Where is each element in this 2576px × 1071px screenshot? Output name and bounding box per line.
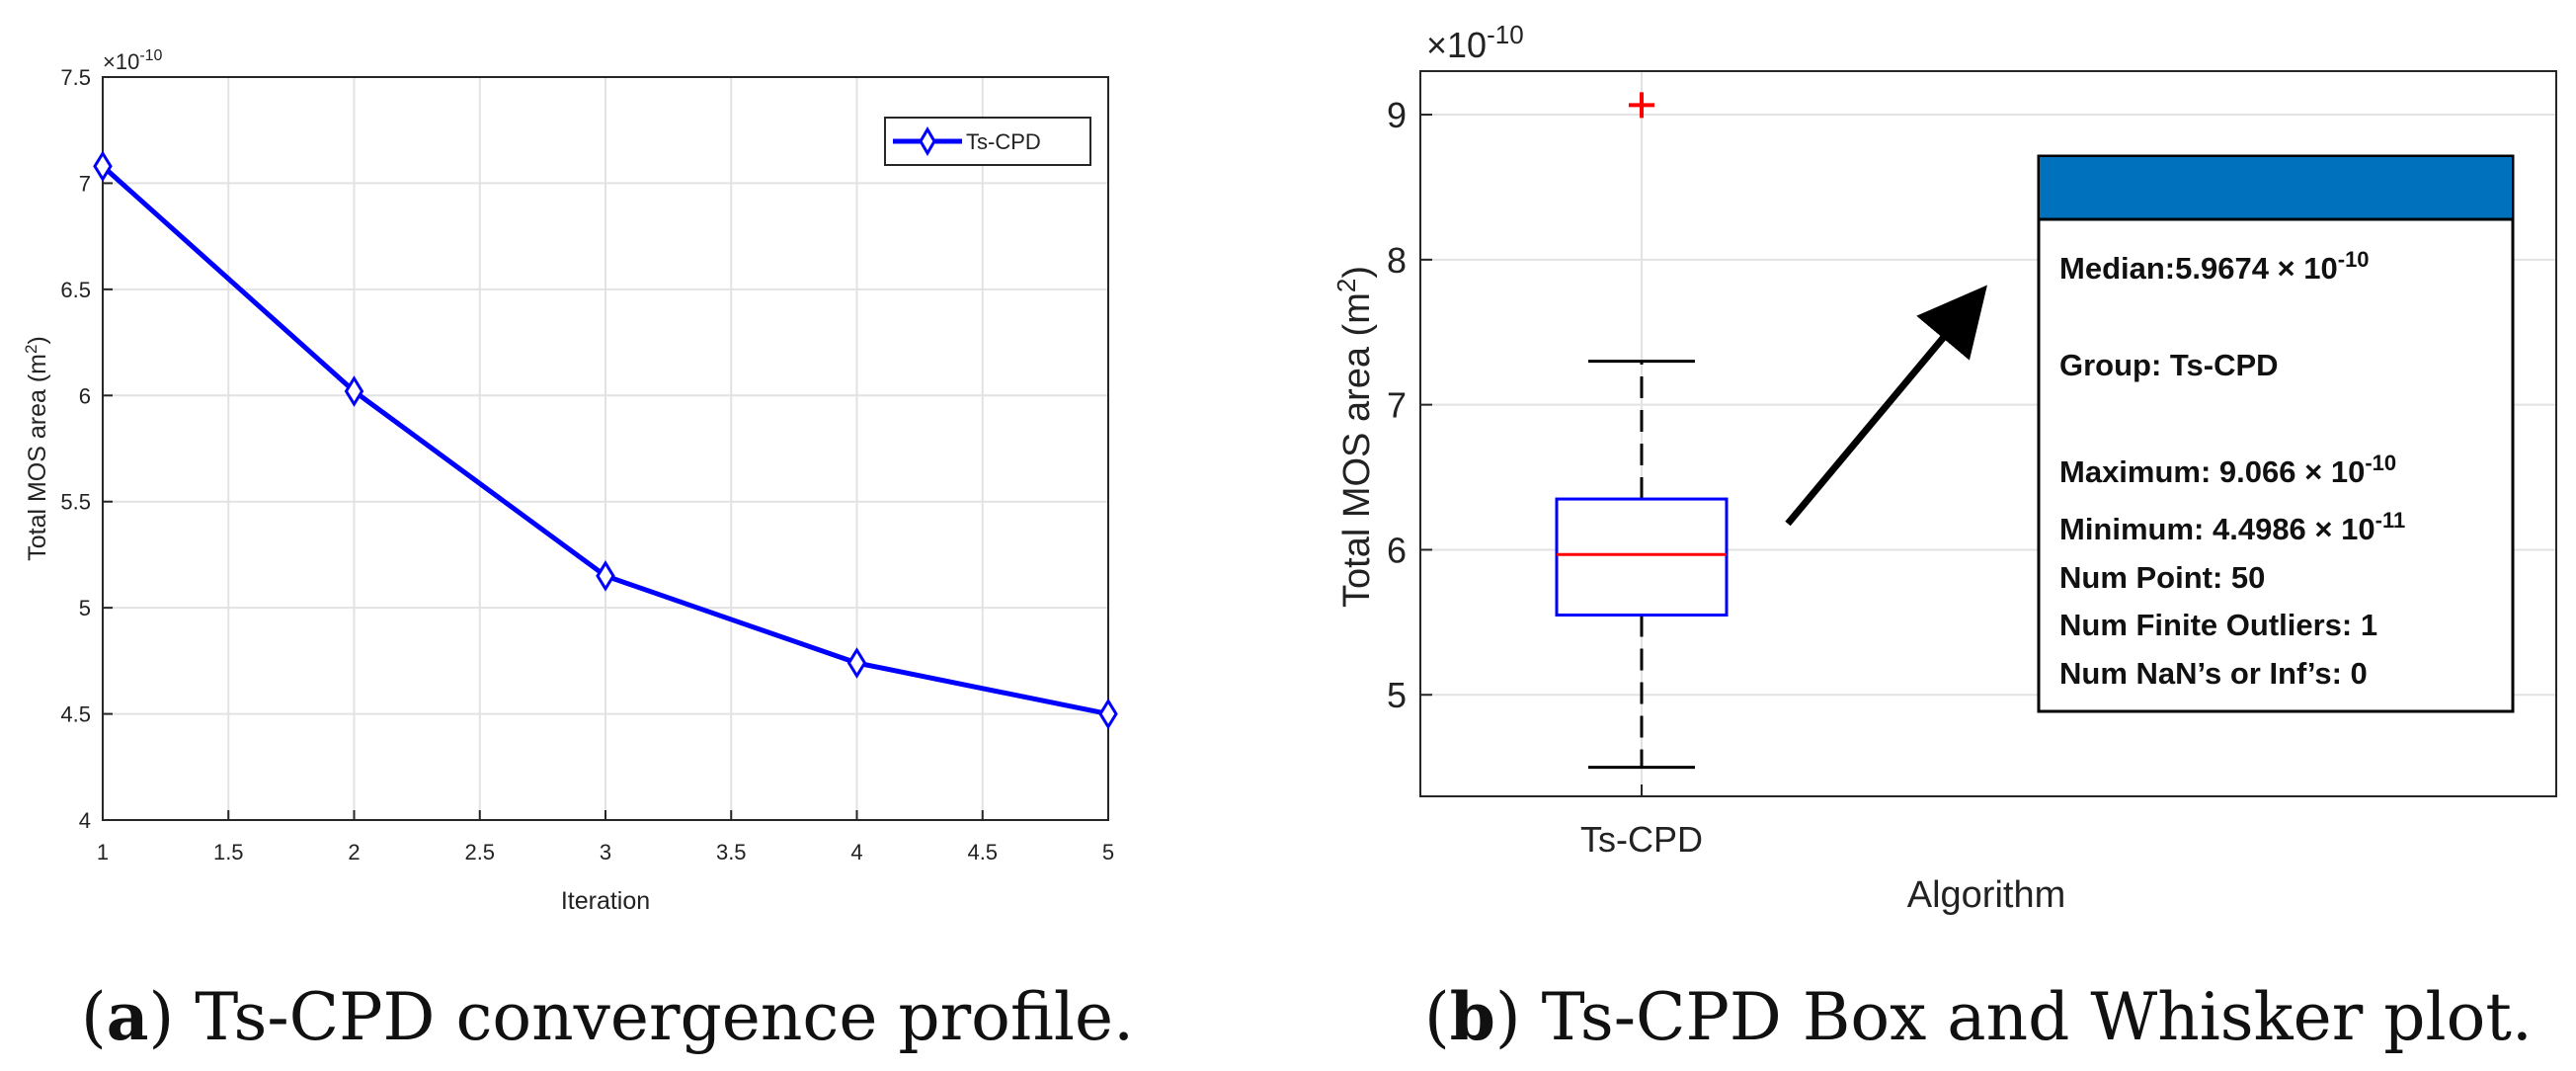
datatip-header (2040, 157, 2512, 218)
y-tick-label: 7 (79, 171, 91, 196)
x-tick-label: 1 (97, 840, 109, 865)
datatip-maximum: Maximum: 9.066 × 10-10 (2059, 451, 2396, 489)
boxplot-ts-cpd[interactable] (1555, 92, 1729, 770)
caption-b: (b) Ts-CPD Box and Whisker plot. (1424, 978, 2533, 1055)
y-tick-label: 6.5 (60, 278, 91, 302)
x-tick-labels-a: 1 1.5 2 2.5 3 3.5 4 4.5 5 (97, 840, 1114, 865)
x-tick-label: 4 (850, 840, 862, 865)
outlier-marker[interactable] (1629, 92, 1654, 119)
x-tick-label: 3.5 (716, 840, 747, 865)
data-point-marker[interactable] (596, 560, 615, 592)
x-axis-label-a: Iteration (561, 887, 650, 915)
axes-frame-a (102, 76, 1109, 821)
y-tick-label: 5 (1387, 675, 1407, 715)
x-tick-label: 1.5 (213, 840, 244, 865)
y-exponent-b: ×10-10 (1426, 20, 1524, 65)
y-tick-label: 4.5 (60, 702, 91, 727)
box-whisker-chart: 5 6 7 8 9 ×10-10 Ts-CPD Algorithm Total MOS … (1331, 20, 2557, 1055)
y-tick-label: 5.5 (60, 490, 91, 515)
y-tick-label: 7 (1387, 385, 1407, 426)
y-axis-label-a: Total MOS area (m2) (22, 336, 51, 561)
legend-label: Ts-CPD (966, 129, 1041, 154)
x-tick-label: 3 (600, 840, 611, 865)
x-axis-label-b: Algorithm (1907, 874, 2066, 916)
y-tick-label: 4 (79, 808, 91, 833)
x-tick-label: 5 (1102, 840, 1114, 865)
datatip-median: Median:5.9674 × 10-10 (2059, 247, 2370, 286)
datatip-num-nan: Num NaN’s or Inf’s: 0 (2059, 656, 2368, 691)
datatip-num-outliers: Num Finite Outliers: 1 (2059, 608, 2377, 642)
y-axis-label-b: Total MOS area (m2) (1331, 266, 1378, 608)
datatip-panel: Median:5.9674 × 10-10 Group: Ts-CPD Maxi… (2037, 154, 2515, 713)
series-ts-cpd (93, 150, 1118, 730)
x-tick-label: 2.5 (464, 840, 495, 865)
datatip-box (2037, 154, 2515, 713)
y-tick-labels-a: 4 4.5 5 5.5 6 6.5 7 7.5 (60, 65, 91, 833)
x-tick-label: 2 (348, 840, 360, 865)
data-point-marker[interactable] (344, 375, 364, 407)
legend-diamond-marker (919, 126, 936, 156)
legend-a: Ts-CPD (884, 117, 1091, 166)
datatip-group: Group: Ts-CPD (2059, 348, 2279, 382)
datatip-num-point: Num Point: 50 (2059, 560, 2265, 595)
convergence-chart: 4 4.5 5 5.5 6 6.5 7 7.5 1 1.5 2 2.5 3 3.5 4 4.5 5 ×10-1… (22, 47, 1134, 1055)
y-tick-label: 9 (1387, 95, 1407, 135)
datatip-arrow (1785, 285, 1987, 527)
y-exponent-a: ×10-10 (103, 47, 163, 74)
y-tick-label: 6 (1387, 530, 1407, 570)
x-tick-label: 4.5 (967, 840, 998, 865)
y-tick-label: 8 (1387, 240, 1407, 281)
iqr-box[interactable] (1555, 497, 1729, 617)
y-tick-label: 5 (79, 596, 91, 620)
y-tick-label: 7.5 (60, 65, 91, 90)
y-tick-labels-b: 5 6 7 8 9 (1387, 95, 1407, 715)
data-point-marker[interactable] (93, 150, 113, 183)
axes-frame-b (1419, 70, 2557, 797)
x-tick-label-ts-cpd: Ts-CPD (1580, 819, 1703, 860)
data-point-marker[interactable] (1098, 698, 1118, 730)
y-tick-label: 6 (79, 383, 91, 408)
caption-a: (a) Ts-CPD convergence profile. (81, 978, 1134, 1055)
datatip-minimum: Minimum: 4.4986 × 10-11 (2059, 508, 2405, 546)
data-point-marker[interactable] (846, 647, 867, 679)
